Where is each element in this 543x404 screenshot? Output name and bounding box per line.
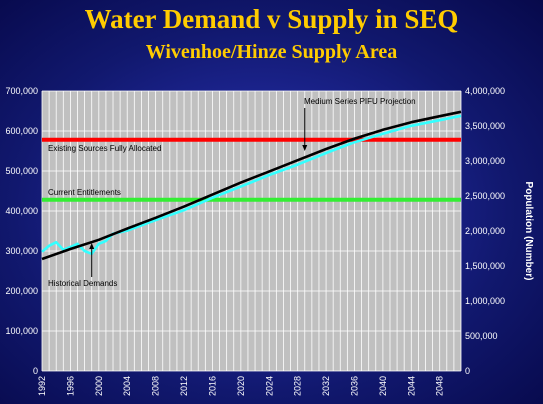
x-axis-tick-label: 2016 <box>207 376 217 396</box>
x-axis-tick-label: 1992 <box>37 376 47 396</box>
left-axis-tick-label: 300,000 <box>5 246 38 256</box>
right-axis-tick-label: 3,000,000 <box>465 156 505 166</box>
existing-sources-label: Existing Sources Fully Allocated <box>48 144 161 153</box>
x-axis-tick-label: 2028 <box>293 376 303 396</box>
x-axis-ticks: 1992 1996 2000 2004 2008 2012 2016 2020 2024 2028… <box>37 376 445 396</box>
slide-title: Water Demand v Supply in SEQ <box>84 4 459 34</box>
right-axis-tick-label: 2,500,000 <box>465 191 505 201</box>
x-axis-tick-label: 2000 <box>94 376 104 396</box>
x-axis-tick-label: 2012 <box>179 376 189 396</box>
pifu-projection-line <box>41 110 462 261</box>
left-axis-tick-label: 600,000 <box>5 126 38 136</box>
annotations: Existing Sources Fully Allocated Current … <box>48 97 416 288</box>
plot-area <box>42 91 461 371</box>
series-lines <box>41 110 462 261</box>
right-axis-tick-label: 1,000,000 <box>465 296 505 306</box>
x-axis-tick-label: 2004 <box>122 376 132 396</box>
left-axis-tick-label: 0 <box>33 366 38 376</box>
x-axis-tick-label: 1996 <box>65 376 75 396</box>
right-axis-ticks: 0 500,000 1,000,000 1,500,000 2,000,000 2,500… <box>465 86 505 376</box>
left-axis-tick-label: 700,000 <box>5 86 38 96</box>
x-axis-tick-label: 2032 <box>321 376 331 396</box>
x-axis-tick-label: 2048 <box>435 376 445 396</box>
left-axis-ticks: 0 100,000 200,000 300,000 400,000 500,000 600,… <box>5 86 38 376</box>
historical-demands-label: Historical Demands <box>48 279 117 288</box>
right-axis-title: Population (Number) <box>523 182 534 281</box>
right-axis-tick-label: 2,000,000 <box>465 226 505 236</box>
right-axis-tick-label: 0 <box>465 366 470 376</box>
right-axis-tick-label: 3,500,000 <box>465 121 505 131</box>
grid <box>41 90 462 372</box>
x-axis-tick-label: 2040 <box>378 376 388 396</box>
right-axis-tick-label: 500,000 <box>465 331 498 341</box>
x-axis-tick-label: 2008 <box>151 376 161 396</box>
pifu-projection-label: Medium Series PIFU Projection <box>304 97 416 106</box>
x-axis-tick-label: 2024 <box>264 376 274 396</box>
pifu-arrow-head <box>302 145 308 151</box>
historical-demands-line <box>41 114 462 256</box>
right-axis-tick-label: 1,500,000 <box>465 261 505 271</box>
x-axis-tick-label: 2044 <box>406 376 416 396</box>
reference-lines <box>42 137 461 202</box>
left-axis-tick-label: 500,000 <box>5 166 38 176</box>
right-axis-tick-label: 4,000,000 <box>465 86 505 96</box>
historical-arrow-head <box>89 243 95 249</box>
left-axis-tick-label: 200,000 <box>5 286 38 296</box>
slide-subtitle: Wivenhoe/Hinze Supply Area <box>145 41 398 63</box>
left-axis-tick-label: 100,000 <box>5 326 38 336</box>
left-axis-tick-label: 400,000 <box>5 206 38 216</box>
current-entitlements-label: Current Entitlements <box>48 188 121 197</box>
x-axis-tick-label: 2020 <box>236 376 246 396</box>
x-axis-tick-label: 2036 <box>349 376 359 396</box>
